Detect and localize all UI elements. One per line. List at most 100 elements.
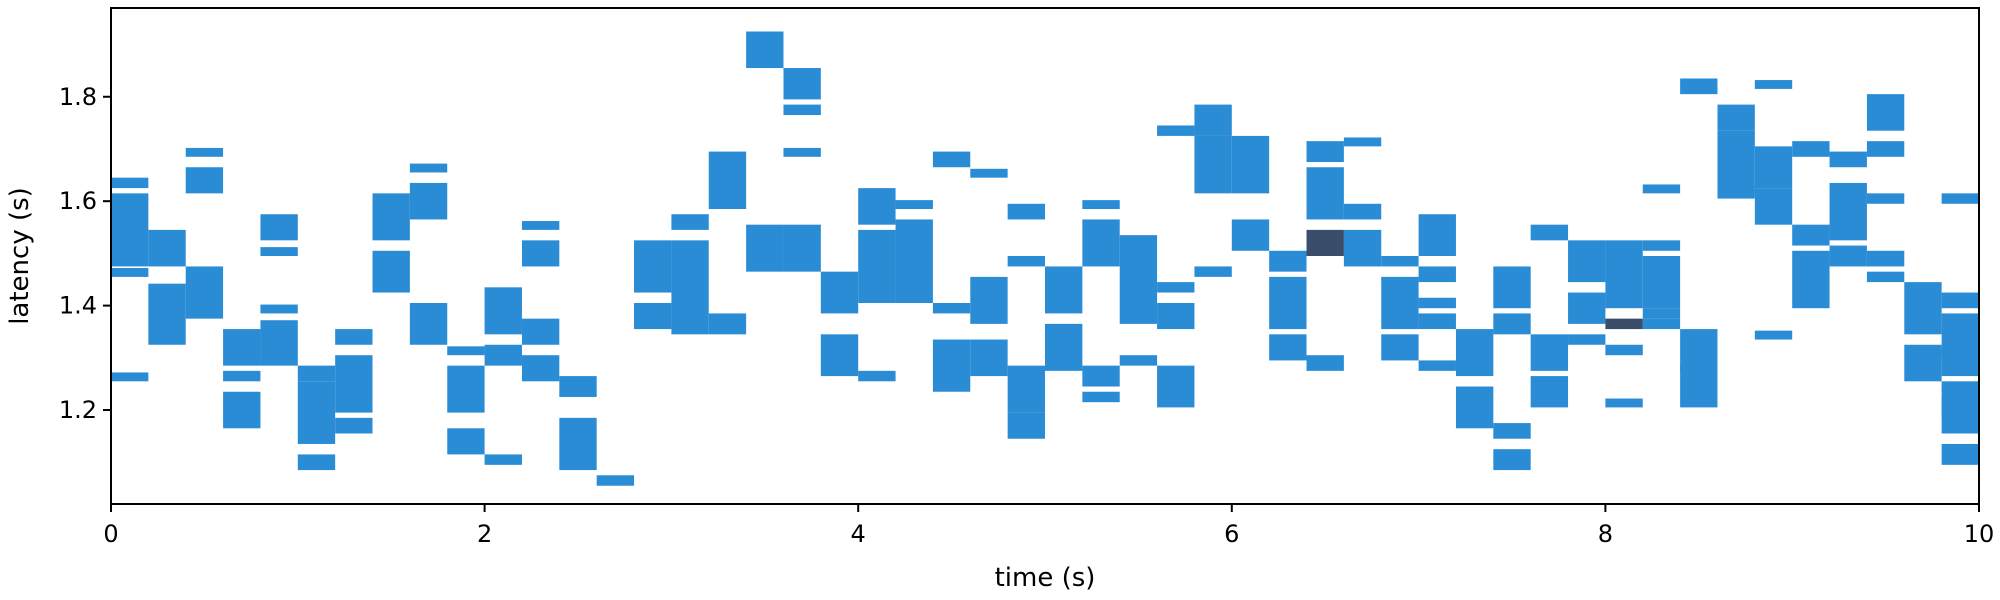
heatmap-cell [1343, 229, 1382, 256]
heatmap-cell [297, 381, 336, 444]
heatmap-cell [335, 417, 373, 434]
heatmap-cell [820, 271, 859, 314]
heatmap-cell [1941, 386, 1979, 434]
heatmap-cell [409, 163, 448, 173]
heatmap-cell [1717, 130, 1755, 194]
plot-area-frame [110, 7, 1980, 505]
heatmap-cell [1866, 250, 1905, 267]
heatmap-cell [1082, 200, 1120, 210]
x-tick-label: 8 [1598, 520, 1613, 548]
heatmap-cell [970, 276, 1008, 324]
heatmap-cell [1530, 334, 1569, 371]
heatmap-cell [1082, 365, 1120, 387]
heatmap-cell [1269, 334, 1307, 361]
heatmap-cell [1792, 250, 1830, 309]
heatmap-cell [1045, 266, 1083, 314]
heatmap-cell [1904, 344, 1942, 382]
heatmap-cell [1194, 104, 1232, 136]
heatmap-cell [1530, 224, 1569, 241]
heatmap-cell [260, 320, 298, 366]
heatmap-cell [185, 266, 224, 319]
heatmap-cell [1530, 376, 1569, 408]
heatmap-cell [521, 240, 560, 267]
heatmap-cell [223, 370, 261, 382]
heatmap-cell [970, 168, 1008, 178]
heatmap-cell [1493, 449, 1531, 471]
heatmap-cell [521, 355, 560, 382]
heatmap-cell [1904, 282, 1942, 335]
heatmap-cell [185, 147, 224, 157]
heatmap-cell [223, 329, 261, 366]
heatmap-cell [372, 193, 410, 241]
heatmap-cell [783, 224, 821, 272]
heatmap-cell [1343, 256, 1382, 267]
x-tick-label: 4 [851, 520, 866, 548]
heatmap-cell [1642, 256, 1681, 309]
heatmap-cell [932, 302, 971, 314]
heatmap-cell [1754, 330, 1793, 340]
heatmap-cell [1754, 146, 1793, 189]
heatmap-cell [111, 193, 149, 267]
heatmap-cell [1754, 188, 1793, 225]
heatmap-cell [484, 287, 522, 335]
heatmap-cell [858, 229, 896, 303]
heatmap-cell [447, 346, 485, 356]
heatmap-cell [1306, 167, 1344, 220]
heatmap-cell [671, 214, 709, 230]
heatmap-cell [1866, 141, 1905, 157]
heatmap-cell [1455, 329, 1494, 377]
y-tick-label: 1.4 [59, 292, 97, 320]
heatmap-cell [1381, 334, 1419, 361]
heatmap-cell [783, 104, 821, 116]
heatmap-cell [409, 182, 448, 220]
x-tick-label: 6 [1224, 520, 1239, 548]
x-tick-label: 2 [477, 520, 492, 548]
heatmap-cell [1605, 398, 1643, 408]
y-tick-label: 1.6 [59, 187, 97, 215]
heatmap-cell [1754, 80, 1793, 89]
heatmap-cell [1642, 240, 1681, 251]
heatmap-cell [409, 302, 448, 345]
heatmap-cell [1941, 443, 1979, 465]
heatmap-cell [671, 240, 709, 335]
heatmap-cell [895, 200, 933, 210]
heatmap-cell [1493, 423, 1531, 439]
x-axis: 0 2 4 6 8 10 [103, 504, 1994, 548]
heatmap-cell [1568, 240, 1606, 283]
heatmap-cell [1119, 235, 1158, 324]
heatmap-cell [1007, 365, 1045, 413]
heatmap-cell [1418, 266, 1456, 283]
heatmap-cell [596, 475, 635, 486]
y-axis: 1.2 1.4 1.6 1.8 [59, 83, 111, 424]
heatmap-cell [783, 68, 821, 100]
heatmap-cell [1306, 355, 1344, 371]
heatmap-cell [484, 454, 522, 465]
heatmap-cell [1642, 308, 1681, 319]
heatmap-cell [185, 167, 224, 194]
heatmap-cell [1343, 137, 1382, 147]
heatmap-cell [1082, 391, 1120, 403]
heatmap-cell [708, 313, 747, 335]
heatmap-cell [1231, 135, 1270, 194]
heatmap-cell [559, 417, 597, 471]
heatmap-cell [1007, 256, 1045, 267]
heatmap-cell [521, 318, 560, 345]
heatmap-cell [1941, 292, 1979, 309]
heatmap-cell [1082, 219, 1120, 267]
heatmap-cell [1418, 313, 1456, 330]
heatmap-cell [1119, 355, 1158, 366]
heatmap-cell [1829, 151, 1867, 168]
heatmap-cell [858, 370, 896, 382]
heatmap-cell [1680, 329, 1718, 371]
heatmap-cell [932, 151, 971, 168]
heatmap-cell [148, 283, 186, 345]
heatmap-cell [521, 221, 560, 230]
x-tick-label: 0 [103, 520, 118, 548]
heatmap-cell [297, 365, 336, 382]
heatmap-cell [447, 428, 485, 455]
heatmap-cell [260, 247, 298, 256]
heatmap-cell [1941, 313, 1979, 356]
heatmap-cell [895, 219, 933, 303]
heatmap-cell [1680, 78, 1718, 95]
heatmap-cell [111, 177, 149, 189]
